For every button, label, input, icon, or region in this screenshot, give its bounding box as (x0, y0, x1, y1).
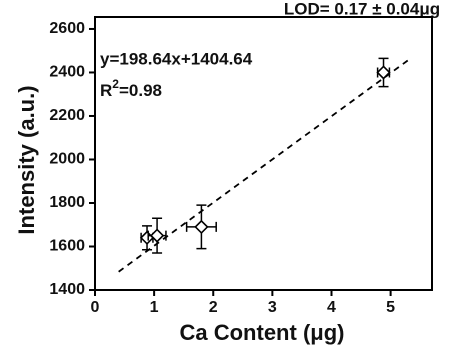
x-tick-label: 0 (91, 299, 100, 316)
plot-frame (94, 16, 433, 291)
x-axis-label: Ca Content (μg) (180, 320, 345, 345)
equation: y=198.64x+1404.64 (100, 49, 253, 68)
fit-line (118, 59, 409, 273)
point (149, 228, 165, 243)
x-tick-label: 5 (386, 299, 395, 316)
point (194, 219, 209, 235)
r2-base: R (100, 81, 112, 100)
y-tick-label: 2400 (49, 64, 85, 81)
y-tick-label: 1400 (49, 281, 85, 298)
x-tick-label: 1 (150, 299, 159, 316)
r2-sup: 2 (112, 77, 119, 91)
y-tick-label: 2000 (49, 151, 85, 168)
x-tick-label: 2 (209, 299, 218, 316)
lod-annotation: LOD= 0.17 ± 0.04μg (284, 0, 440, 18)
x-tick-label: 3 (268, 299, 277, 316)
point (139, 230, 155, 245)
y-tick-label: 1800 (49, 194, 85, 211)
r2-value: =0.98 (119, 81, 162, 100)
y-tick-label: 2600 (49, 20, 85, 37)
y-tick-label: 2200 (49, 107, 85, 124)
r2-annotation: R2=0.98 (100, 77, 162, 100)
y-tick-label: 1600 (49, 238, 85, 255)
point (376, 65, 391, 80)
y-axis-label: Intensity (a.u.) (14, 85, 39, 234)
x-tick-label: 4 (327, 299, 336, 316)
